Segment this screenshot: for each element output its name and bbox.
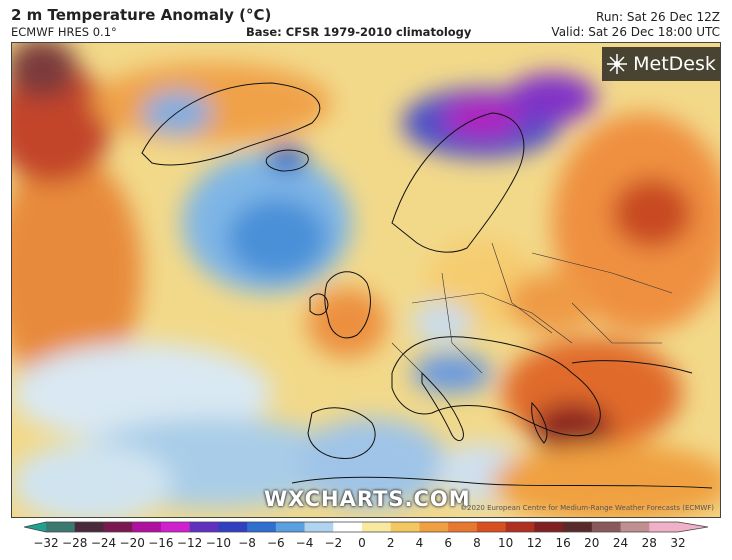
scale-tick-label: −28 xyxy=(62,536,88,550)
scale-tick-label: −8 xyxy=(238,536,256,550)
africa-coast xyxy=(291,476,713,489)
valid-time-label: Valid: Sat 26 Dec 18:00 UTC xyxy=(551,25,720,39)
scale-segment xyxy=(390,522,420,532)
scale-tick-label: −16 xyxy=(148,536,174,550)
scale-tick-label: 32 xyxy=(670,536,686,550)
scale-segment xyxy=(649,522,679,532)
greece-coast xyxy=(531,401,548,444)
scale-tick-label: 24 xyxy=(612,536,629,550)
coastlines xyxy=(141,82,713,489)
scale-tick-label: −10 xyxy=(205,536,232,550)
scale-segment xyxy=(448,522,478,532)
greenland-coast xyxy=(141,82,321,166)
scale-segment xyxy=(46,522,76,532)
scale-tick-label: 28 xyxy=(641,536,657,550)
scale-tick-label: −4 xyxy=(295,536,314,550)
scale-arrow-high xyxy=(678,522,708,532)
scale-tick-label: 0 xyxy=(358,536,366,550)
scale-segment xyxy=(189,522,219,532)
scale-tick-label: 6 xyxy=(444,536,453,550)
scale-tick-label: −24 xyxy=(90,536,117,550)
scale-segment xyxy=(620,522,650,532)
climatology-base-label: Base: CFSR 1979-2010 climatology xyxy=(246,25,472,39)
scale-outline xyxy=(23,521,709,533)
italy-coast xyxy=(421,371,464,442)
scale-segment xyxy=(591,522,622,532)
scale-tick-label: 10 xyxy=(497,536,514,550)
scale-tick-label: 12 xyxy=(526,536,543,550)
scale-segment xyxy=(218,522,248,532)
scale-segment xyxy=(563,522,593,532)
britain-coast xyxy=(324,271,371,339)
scale-tick-label: 4 xyxy=(415,536,424,550)
black-sea-coast xyxy=(571,360,693,374)
scale-segment xyxy=(275,522,306,532)
scale-segment xyxy=(534,522,564,532)
scale-segment xyxy=(74,522,104,532)
scandinavia-coast xyxy=(391,112,525,253)
anomaly-map[interactable]: MetDesk WXCHARTS.COM ©2020 European Cent… xyxy=(11,42,721,518)
scale-segment xyxy=(103,522,133,532)
scale-segment xyxy=(247,522,277,532)
scale-segment xyxy=(132,522,162,532)
scale-arrow-low xyxy=(24,522,46,532)
model-label: ECMWF HRES 0.1° xyxy=(11,25,117,39)
iceland-coast xyxy=(265,149,309,172)
map-canvas xyxy=(12,43,720,517)
scale-segment xyxy=(476,522,507,532)
scale-tick-label: −32 xyxy=(33,536,59,550)
scale-tick-label: 20 xyxy=(584,536,600,550)
scale-tick-label: −2 xyxy=(324,536,343,550)
country-borders xyxy=(391,242,673,374)
scale-tick-label: −20 xyxy=(119,536,145,550)
scale-segment xyxy=(160,522,191,532)
scale-tick-label: 8 xyxy=(473,536,481,550)
metdesk-logo-text: MetDesk xyxy=(633,53,716,75)
scale-tick-label: 16 xyxy=(555,536,571,550)
scale-tick-label: −6 xyxy=(266,536,285,550)
color-scale-bar xyxy=(23,521,709,533)
run-time-label: Run: Sat 26 Dec 12Z xyxy=(596,10,720,24)
scale-segment xyxy=(333,522,363,532)
wxcharts-watermark: WXCHARTS.COM xyxy=(264,487,471,511)
iberia-coast xyxy=(307,407,376,459)
ecmwf-copyright: ©2020 European Centre for Medium-Range W… xyxy=(460,504,714,512)
scale-segment xyxy=(304,522,334,532)
scale-segment xyxy=(362,522,392,532)
scale-segment xyxy=(419,522,449,532)
scale-segment xyxy=(505,522,535,532)
scale-tick-label: 2 xyxy=(386,536,395,550)
metdesk-logo: MetDesk xyxy=(602,47,720,81)
scale-tick-label: −12 xyxy=(176,536,203,550)
europe-south-coast xyxy=(391,336,601,437)
map-title: 2 m Temperature Anomaly (°C) xyxy=(11,6,272,24)
anomaly-field xyxy=(12,43,720,517)
metdesk-star-icon xyxy=(607,54,628,74)
ireland-coast xyxy=(309,293,329,316)
